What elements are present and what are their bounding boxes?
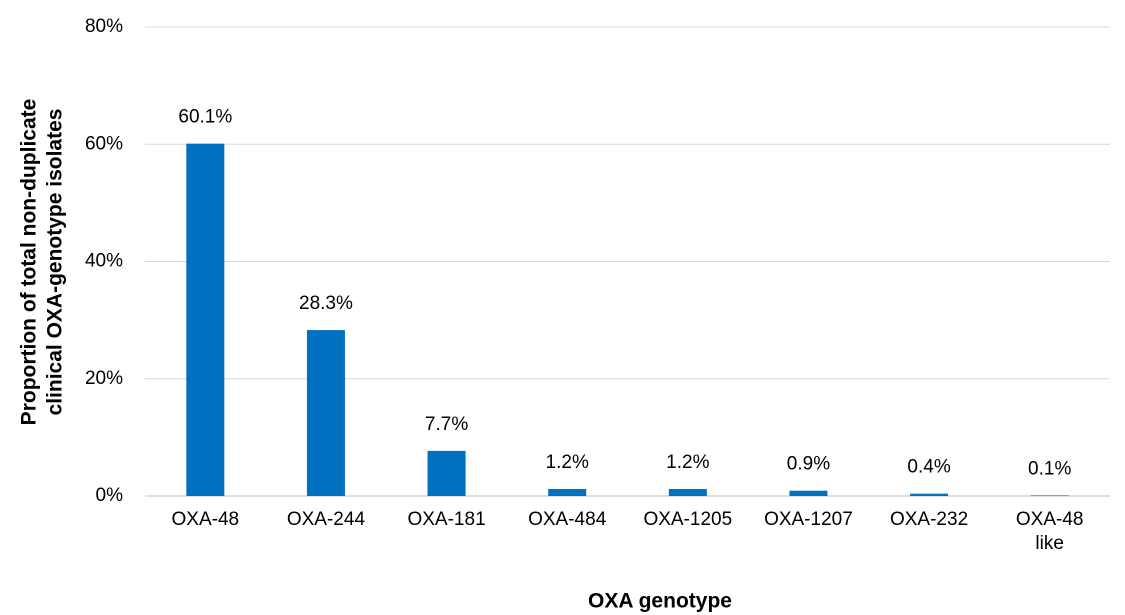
y-axis-title: Proportion of total non-duplicate — [18, 99, 41, 426]
y-tick-label: 0% — [96, 485, 124, 506]
x-tick-label: OXA-484 — [528, 509, 607, 530]
x-tick-label: OXA-48 — [171, 509, 240, 530]
x-tick-label: OXA-181 — [407, 509, 486, 530]
bar — [910, 493, 949, 496]
bar — [548, 488, 587, 496]
data-label: 1.2% — [666, 452, 709, 473]
y-tick-label: 20% — [85, 368, 123, 389]
y-tick-label: 40% — [85, 251, 123, 272]
data-label: 60.1% — [178, 107, 232, 128]
x-tick-label: OXA-1207 — [764, 509, 853, 530]
bar — [789, 490, 828, 496]
bar — [668, 488, 707, 496]
data-label: 28.3% — [299, 293, 353, 314]
y-axis-title: clinical OXA-genotype isolates — [44, 109, 67, 416]
x-tick-label: OXA-232 — [889, 509, 969, 530]
y-tick-label: 80% — [85, 16, 123, 37]
data-label: 1.2% — [546, 452, 589, 473]
x-tick-label: OXA-48 like — [1015, 509, 1084, 554]
bar — [1030, 495, 1069, 496]
x-tick-label: OXA-244 — [286, 509, 366, 530]
data-label: 0.9% — [787, 454, 830, 475]
x-tick-label: OXA-1205 — [643, 509, 733, 530]
bar — [186, 143, 225, 496]
bar — [427, 450, 466, 496]
bar — [306, 330, 345, 496]
data-label: 0.4% — [907, 457, 950, 478]
y-tick-label: 60% — [85, 133, 123, 154]
data-label: 7.7% — [425, 414, 468, 435]
x-axis-title: OXA genotype — [588, 590, 732, 613]
data-label: 0.1% — [1028, 458, 1071, 479]
